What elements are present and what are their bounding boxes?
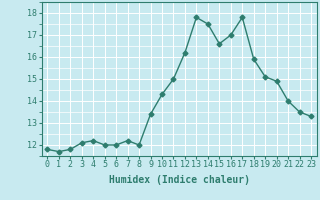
X-axis label: Humidex (Indice chaleur): Humidex (Indice chaleur) [109,175,250,185]
